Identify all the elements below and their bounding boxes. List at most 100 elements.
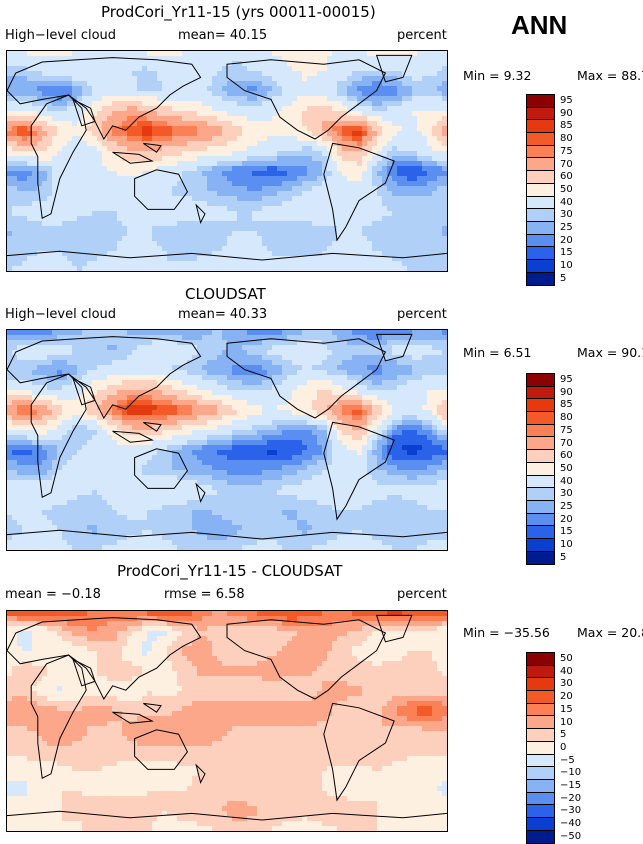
map-cell	[302, 91, 308, 97]
map-cell	[32, 236, 38, 242]
map-cell	[347, 196, 353, 202]
map-cell	[67, 136, 73, 142]
map-cell	[397, 345, 403, 351]
map-cell	[222, 106, 228, 112]
map-cell	[222, 345, 228, 351]
map-cell	[297, 141, 303, 147]
map-cell	[57, 256, 63, 262]
map-cell	[7, 186, 13, 192]
map-cell	[167, 116, 173, 122]
map-cell	[72, 211, 78, 217]
map-cell	[322, 166, 328, 172]
map-cell	[372, 216, 378, 222]
map-cell	[97, 116, 103, 122]
map-cell	[157, 196, 163, 202]
map-cell	[97, 186, 103, 192]
map-cell	[282, 61, 288, 67]
map-cell	[187, 216, 193, 222]
map-cell	[57, 201, 63, 207]
map-cell	[287, 251, 293, 257]
map-cell	[207, 335, 213, 341]
map-cell	[237, 56, 243, 62]
map-cell	[147, 81, 153, 87]
map-cell	[37, 76, 43, 82]
map-cell	[392, 106, 398, 112]
map-cell	[22, 201, 28, 207]
map-cell	[232, 236, 238, 242]
map-cell	[117, 221, 123, 227]
map-cell	[92, 116, 98, 122]
map-cell	[192, 221, 198, 227]
map-cell	[242, 191, 248, 197]
map-cell	[182, 365, 188, 371]
map-cell	[42, 196, 48, 202]
map-cell	[337, 330, 343, 336]
map-cell	[52, 106, 58, 112]
map-cell	[217, 111, 223, 117]
map-cell	[207, 121, 213, 127]
map-cell	[427, 141, 433, 147]
map-cell	[27, 111, 33, 117]
map-cell	[212, 226, 218, 232]
map-cell	[277, 206, 283, 212]
map-cell	[282, 345, 288, 351]
map-cell	[402, 246, 408, 252]
map-cell	[427, 51, 433, 57]
map-cell	[47, 201, 53, 207]
map-cell	[392, 121, 398, 127]
map-cell	[417, 136, 423, 142]
map-cell	[412, 231, 418, 237]
map-cell	[192, 131, 198, 137]
map-cell	[327, 380, 333, 386]
map-cell	[247, 131, 253, 137]
map-cell	[222, 206, 228, 212]
map-cell	[202, 131, 208, 137]
map-cell	[207, 136, 213, 142]
map-cell	[272, 211, 278, 217]
map-cell	[57, 350, 63, 356]
map-cell	[262, 171, 268, 177]
map-cell	[382, 196, 388, 202]
map-cell	[242, 86, 248, 92]
map-cell	[362, 335, 368, 341]
map-cell	[7, 176, 13, 182]
map-cell	[17, 146, 23, 152]
map-cell	[82, 261, 88, 267]
map-cell	[22, 360, 28, 366]
map-cell	[327, 81, 333, 87]
map-cell	[422, 196, 428, 202]
map-cell	[327, 246, 333, 252]
map-cell	[202, 186, 208, 192]
map-cell	[47, 206, 53, 212]
map-cell	[427, 116, 433, 122]
map-cell	[427, 121, 433, 127]
map-cell	[237, 61, 243, 67]
colorbar-swatch	[527, 158, 554, 172]
map-cell	[212, 385, 218, 391]
map-cell	[247, 340, 253, 346]
map-cell	[262, 86, 268, 92]
map-cell	[192, 151, 198, 157]
map-cell	[22, 156, 28, 162]
map-cell	[27, 380, 33, 386]
panel-2-map	[6, 329, 448, 551]
map-cell	[432, 246, 438, 252]
map-cell	[317, 380, 323, 386]
panel-1-min: Min = 9.32	[463, 68, 532, 83]
map-cell	[412, 51, 418, 57]
map-cell	[342, 385, 348, 391]
map-cell	[157, 201, 163, 207]
map-cell	[112, 375, 118, 381]
map-cell	[82, 131, 88, 137]
map-cell	[52, 375, 58, 381]
map-cell	[417, 171, 423, 177]
map-cell	[82, 116, 88, 122]
map-cell	[392, 66, 398, 72]
map-cell	[217, 256, 223, 262]
map-cell	[427, 370, 433, 376]
map-cell	[187, 360, 193, 366]
map-cell	[382, 236, 388, 242]
map-cell	[412, 335, 418, 341]
map-cell	[17, 231, 23, 237]
map-cell	[332, 350, 338, 356]
